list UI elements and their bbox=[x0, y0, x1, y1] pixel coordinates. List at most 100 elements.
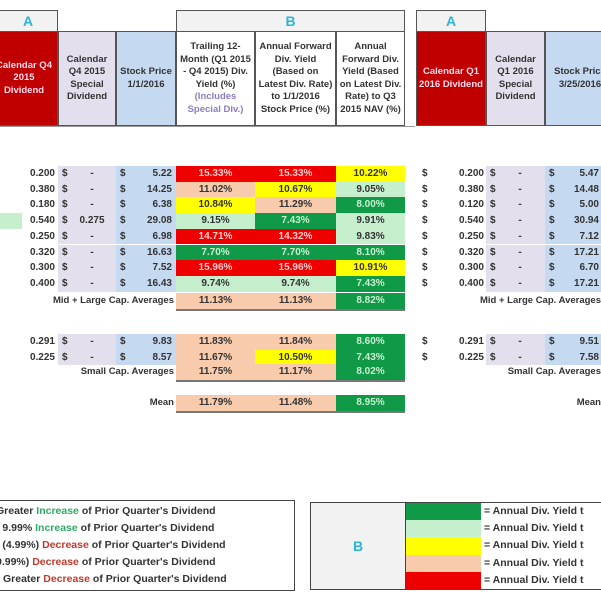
q1-special-bg bbox=[486, 334, 545, 350]
legend-swatch bbox=[406, 503, 481, 521]
forward-yield-nav: 7.43% bbox=[336, 275, 405, 292]
header-trailing-text: Trailing 12-Month (Q1 2015 - Q4 2015) Di… bbox=[180, 41, 251, 90]
q4-dividend: 0.291 bbox=[29, 336, 55, 347]
q1-special-bg bbox=[486, 260, 545, 276]
q1-special: - bbox=[518, 351, 522, 363]
average-fwd: 11.48% bbox=[255, 395, 336, 413]
legend-text: - (4.99%) bbox=[0, 539, 43, 551]
currency-sign: $ bbox=[120, 246, 126, 258]
forward-yield-nav: 7.43% bbox=[336, 349, 405, 366]
currency-sign: $ bbox=[120, 215, 126, 227]
legend-text: Greater bbox=[0, 505, 37, 517]
header-q4-special: Calendar Q4 2015 Special Dividend bbox=[58, 31, 116, 126]
currency-sign: $ bbox=[549, 199, 555, 211]
currency-sign: $ bbox=[62, 230, 68, 242]
legend-b-text: = Annual Div. Yield t bbox=[484, 573, 584, 586]
q4-special: - bbox=[90, 246, 94, 258]
legend-swatch bbox=[406, 571, 481, 589]
legend-text: - 9.99% bbox=[0, 522, 33, 534]
stock-price: 6.98 bbox=[152, 230, 172, 242]
q4-special: - bbox=[90, 230, 94, 242]
stock-price: 7.52 bbox=[152, 262, 172, 274]
q1-dividend: 0.400 bbox=[458, 277, 484, 289]
stock-price-bg bbox=[116, 334, 176, 350]
q4-special-bg bbox=[58, 181, 116, 198]
q4-dividend: 0.400 bbox=[29, 277, 55, 289]
currency-sign: $ bbox=[490, 351, 496, 363]
currency-sign: $ bbox=[549, 336, 555, 347]
legend-a: Greater Increase of Prior Quarter's Divi… bbox=[0, 500, 295, 591]
stock-price-bg bbox=[116, 166, 176, 182]
q1-special: - bbox=[518, 183, 522, 195]
currency-sign: $ bbox=[490, 199, 496, 211]
legend-b-text: = Annual Div. Yield t bbox=[484, 505, 584, 517]
q4-special-bg bbox=[58, 213, 116, 229]
legend-swatch bbox=[406, 537, 481, 555]
right-average-label: Mid + Large Cap. Averages bbox=[480, 295, 601, 306]
header-q1-special: Calendar Q1 2016 Special Dividend bbox=[486, 31, 545, 126]
currency-sign: $ bbox=[490, 230, 496, 242]
section-label-b: B bbox=[176, 10, 405, 32]
stock-price: 16.43 bbox=[146, 277, 172, 289]
currency-sign: $ bbox=[62, 351, 68, 363]
forward-yield-price: 15.96% bbox=[255, 260, 336, 276]
stock-price: 6.38 bbox=[152, 199, 172, 211]
header-trailing-yield: Trailing 12-Month (Q1 2015 - Q4 2015) Di… bbox=[176, 31, 255, 126]
trailing-yield: 9.74% bbox=[176, 275, 255, 292]
q1-price-bg bbox=[545, 244, 601, 261]
q1-price-bg bbox=[545, 197, 601, 214]
currency-sign: $ bbox=[549, 215, 555, 227]
legend-b: B = Annual Div. Yield t = Annual Div. Yie… bbox=[310, 502, 601, 590]
q1-dividend: 0.380 bbox=[458, 183, 484, 195]
currency-sign: $ bbox=[549, 246, 555, 258]
q4-special: - bbox=[90, 336, 94, 347]
q1-special-bg bbox=[486, 228, 545, 245]
q4-special-bg bbox=[58, 275, 116, 292]
currency-sign: $ bbox=[549, 351, 555, 363]
q4-special-bg bbox=[58, 334, 116, 350]
stock-price-bg bbox=[116, 349, 176, 366]
row-highlight bbox=[0, 213, 22, 229]
legend-text: of Prior Quarter's Dividend bbox=[77, 522, 215, 534]
trailing-yield: 15.33% bbox=[176, 166, 255, 182]
currency-sign: $ bbox=[120, 230, 126, 242]
forward-yield-price: 9.74% bbox=[255, 275, 336, 292]
average-nav: 8.82% bbox=[336, 293, 405, 311]
q1-special-bg bbox=[486, 275, 545, 292]
q1-stock-price: 30.94 bbox=[573, 215, 599, 227]
q1-dividend: 0.291 bbox=[458, 336, 484, 347]
average-ttm: 11.13% bbox=[176, 293, 255, 311]
q1-special-bg bbox=[486, 181, 545, 198]
average-nav: 8.02% bbox=[336, 364, 405, 382]
currency-sign: $ bbox=[422, 336, 428, 347]
q4-special: - bbox=[90, 277, 94, 289]
q1-price-bg bbox=[545, 166, 601, 182]
q1-stock-price: 17.21 bbox=[573, 246, 599, 258]
legend-keyword: Decrease bbox=[43, 573, 90, 585]
q1-special-bg bbox=[486, 197, 545, 214]
stock-price: 9.83 bbox=[152, 336, 172, 347]
trailing-yield: 11.67% bbox=[176, 349, 255, 366]
average-label: Small Cap. Averages bbox=[80, 366, 174, 377]
forward-yield-price: 7.43% bbox=[255, 213, 336, 229]
section-label-a-right: A bbox=[416, 10, 486, 32]
q1-special: - bbox=[518, 336, 522, 347]
average-nav: 8.95% bbox=[336, 395, 405, 413]
header-trailing-note: (Includes Special Div.) bbox=[187, 91, 244, 115]
legend-text: r Greater bbox=[0, 573, 44, 585]
q1-price-bg bbox=[545, 334, 601, 350]
average-label: Mean bbox=[149, 397, 174, 408]
right-average-label: Mean bbox=[576, 397, 601, 408]
q1-stock-price: 5.00 bbox=[579, 199, 599, 211]
legend-keyword: Decrease bbox=[42, 539, 89, 551]
q1-price-bg bbox=[545, 181, 601, 198]
q1-special-bg bbox=[486, 166, 545, 182]
legend-swatch bbox=[406, 554, 481, 572]
stock-price-bg bbox=[116, 260, 176, 276]
q1-special: - bbox=[518, 199, 522, 211]
q1-special: - bbox=[518, 246, 522, 258]
currency-sign: $ bbox=[62, 168, 68, 179]
q1-stock-price: 17.21 bbox=[573, 277, 599, 289]
q1-price-bg bbox=[545, 213, 601, 229]
q1-special-bg bbox=[486, 244, 545, 261]
